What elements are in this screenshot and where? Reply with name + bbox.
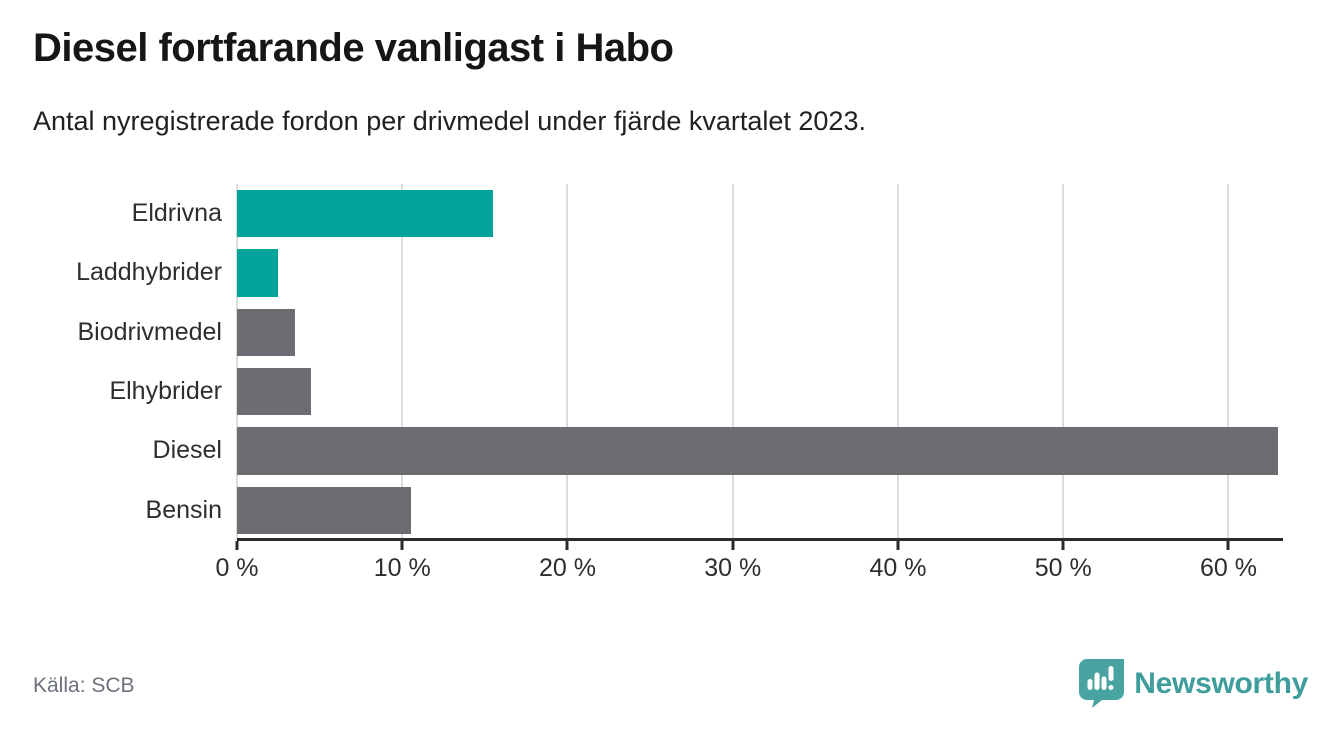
x-tick-label-40: 40 % [869,554,927,582]
category-axis-labels: Eldrivna Laddhybrider Biodrivmedel Elhybrid… [0,184,222,540]
gridline-30 [731,184,734,540]
gridline-40 [896,184,899,540]
source-attribution: Källa: SCB [33,674,135,697]
bar-diesel [237,427,1279,475]
newsworthy-brand-name: Newsworthy [1134,666,1308,700]
bar-elhybrider [237,367,312,416]
page-subtitle: Antal nyregistrerade fordon per drivmede… [33,106,866,136]
gridline-0 [236,184,238,540]
bar-laddhybrider [237,249,279,297]
newsworthy-logo: Newsworthy [1079,659,1308,708]
x-tick-mark-60 [1226,541,1230,550]
x-tick-label-20: 20 % [538,554,596,582]
page-title: Diesel fortfarande vanligast i Habo [33,26,674,70]
newsworthy-chart-pin-icon [1079,659,1125,708]
x-tick-mark-40 [896,541,900,550]
x-tick-label-30: 30 % [704,554,762,582]
gridline-60 [1227,184,1230,540]
gridline-20 [566,184,569,540]
gridline-10 [401,184,404,540]
category-label-bensin: Bensin [145,495,222,524]
x-tick-mark-0 [235,541,239,550]
category-label-laddhybrider: Laddhybrider [76,258,222,287]
x-tick-label-50: 50 % [1034,554,1092,582]
x-tick-label-60: 60 % [1199,554,1257,582]
x-tick-mark-20 [565,541,569,550]
x-tick-label-0: 0 % [215,554,259,582]
category-label-diesel: Diesel [152,436,222,465]
gridline-50 [1062,184,1065,540]
bar-chart-plot-area [236,184,1283,540]
x-axis-line [237,538,1283,541]
x-tick-mark-50 [1061,541,1065,550]
x-tick-mark-30 [731,541,735,550]
category-label-eldrivna: Eldrivna [131,199,222,228]
x-tick-label-10: 10 % [373,554,431,582]
bar-eldrivna [237,189,494,238]
bar-biodrivmedel [237,308,295,357]
category-label-biodrivmedel: Biodrivmedel [77,317,222,346]
bar-bensin [237,486,411,535]
x-tick-mark-10 [400,541,404,550]
category-label-elhybrider: Elhybrider [109,377,222,406]
